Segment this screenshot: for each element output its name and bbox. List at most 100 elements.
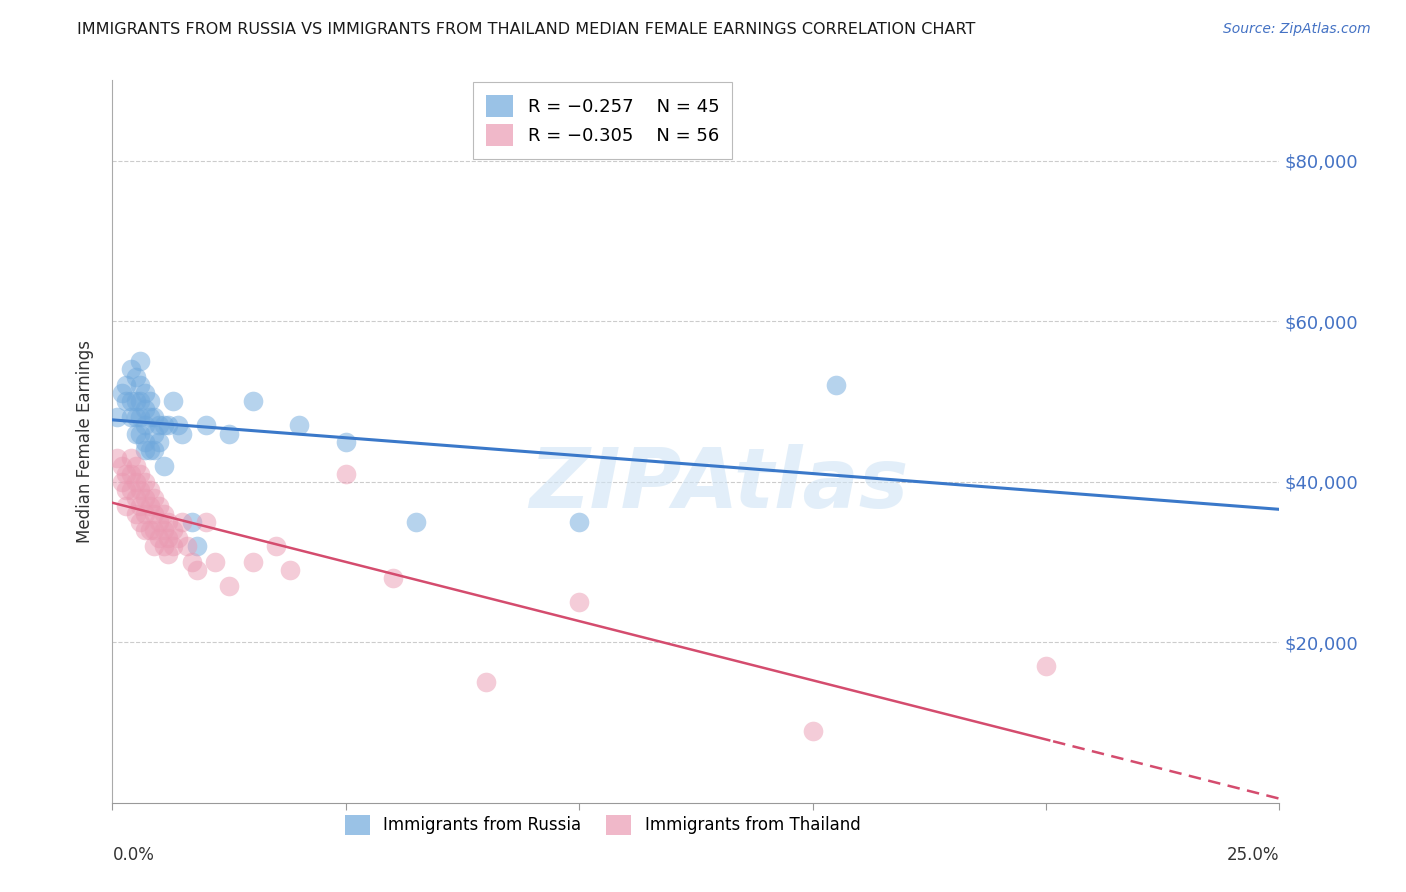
Point (111, 475, 134, 489)
Point (153, 523, 176, 537)
Point (120, 483, 142, 497)
Point (115, 378, 138, 392)
Point (157, 531, 180, 545)
Point (1035, 659, 1057, 673)
Point (825, 378, 848, 392)
Point (166, 531, 188, 545)
Point (134, 491, 156, 505)
Point (381, 571, 404, 585)
Point (143, 507, 166, 521)
Point (242, 555, 264, 569)
Point (568, 515, 591, 529)
Point (105, 450, 128, 465)
Point (153, 539, 176, 553)
Point (125, 491, 148, 505)
Point (134, 402, 156, 417)
Point (153, 418, 176, 433)
Point (148, 418, 170, 433)
Point (139, 523, 162, 537)
Point (176, 539, 198, 553)
Point (148, 515, 170, 529)
Point (180, 515, 202, 529)
Point (134, 386, 156, 401)
Point (139, 499, 162, 513)
Point (186, 563, 208, 577)
Point (129, 499, 152, 513)
Point (125, 394, 148, 409)
Point (264, 539, 287, 553)
Legend: Immigrants from Russia, Immigrants from Thailand: Immigrants from Russia, Immigrants from … (335, 805, 870, 845)
Point (143, 539, 166, 553)
Point (148, 434, 170, 449)
Point (335, 467, 357, 481)
Point (129, 426, 152, 441)
Point (129, 467, 152, 481)
Point (143, 491, 166, 505)
Point (166, 418, 188, 433)
Point (134, 418, 156, 433)
Text: 0.0%: 0.0% (112, 847, 155, 864)
Point (134, 434, 156, 449)
Point (139, 483, 162, 497)
Point (153, 458, 176, 473)
Point (143, 410, 166, 425)
Point (120, 467, 142, 481)
Point (134, 475, 156, 489)
Point (143, 426, 166, 441)
Point (162, 523, 184, 537)
Point (139, 410, 162, 425)
Point (125, 426, 148, 441)
Point (111, 458, 134, 473)
Point (405, 515, 427, 529)
Point (148, 499, 170, 513)
Point (120, 450, 142, 465)
Point (115, 467, 138, 481)
Point (194, 515, 217, 529)
Point (129, 354, 152, 368)
Point (115, 394, 138, 409)
Point (143, 442, 166, 457)
Point (218, 579, 240, 593)
Point (129, 394, 152, 409)
Point (157, 515, 180, 529)
Point (125, 370, 148, 384)
Point (115, 499, 138, 513)
Point (153, 507, 176, 521)
Point (120, 394, 142, 409)
Text: ZIPAtlas: ZIPAtlas (530, 444, 910, 525)
Point (134, 442, 156, 457)
Point (204, 555, 226, 569)
Point (157, 418, 180, 433)
Point (288, 418, 311, 433)
Point (172, 426, 194, 441)
Point (125, 410, 148, 425)
Point (148, 531, 170, 545)
Point (162, 394, 184, 409)
Point (801, 723, 824, 738)
Point (218, 426, 240, 441)
Point (139, 394, 162, 409)
Point (186, 539, 208, 553)
Point (111, 386, 134, 401)
Point (129, 378, 152, 392)
Point (139, 442, 162, 457)
Y-axis label: Median Female Earnings: Median Female Earnings (76, 340, 94, 543)
Point (115, 483, 138, 497)
Point (120, 362, 142, 376)
Point (242, 394, 264, 409)
Point (180, 555, 202, 569)
Point (129, 410, 152, 425)
Text: Source: ZipAtlas.com: Source: ZipAtlas.com (1223, 22, 1371, 37)
Point (120, 410, 142, 425)
Text: 25.0%: 25.0% (1227, 847, 1279, 864)
Point (335, 434, 357, 449)
Point (162, 539, 184, 553)
Point (125, 507, 148, 521)
Point (105, 410, 128, 425)
Point (172, 515, 194, 529)
Point (157, 547, 180, 561)
Point (143, 523, 166, 537)
Text: IMMIGRANTS FROM RUSSIA VS IMMIGRANTS FROM THAILAND MEDIAN FEMALE EARNINGS CORREL: IMMIGRANTS FROM RUSSIA VS IMMIGRANTS FRO… (77, 22, 976, 37)
Point (134, 507, 156, 521)
Point (475, 675, 498, 690)
